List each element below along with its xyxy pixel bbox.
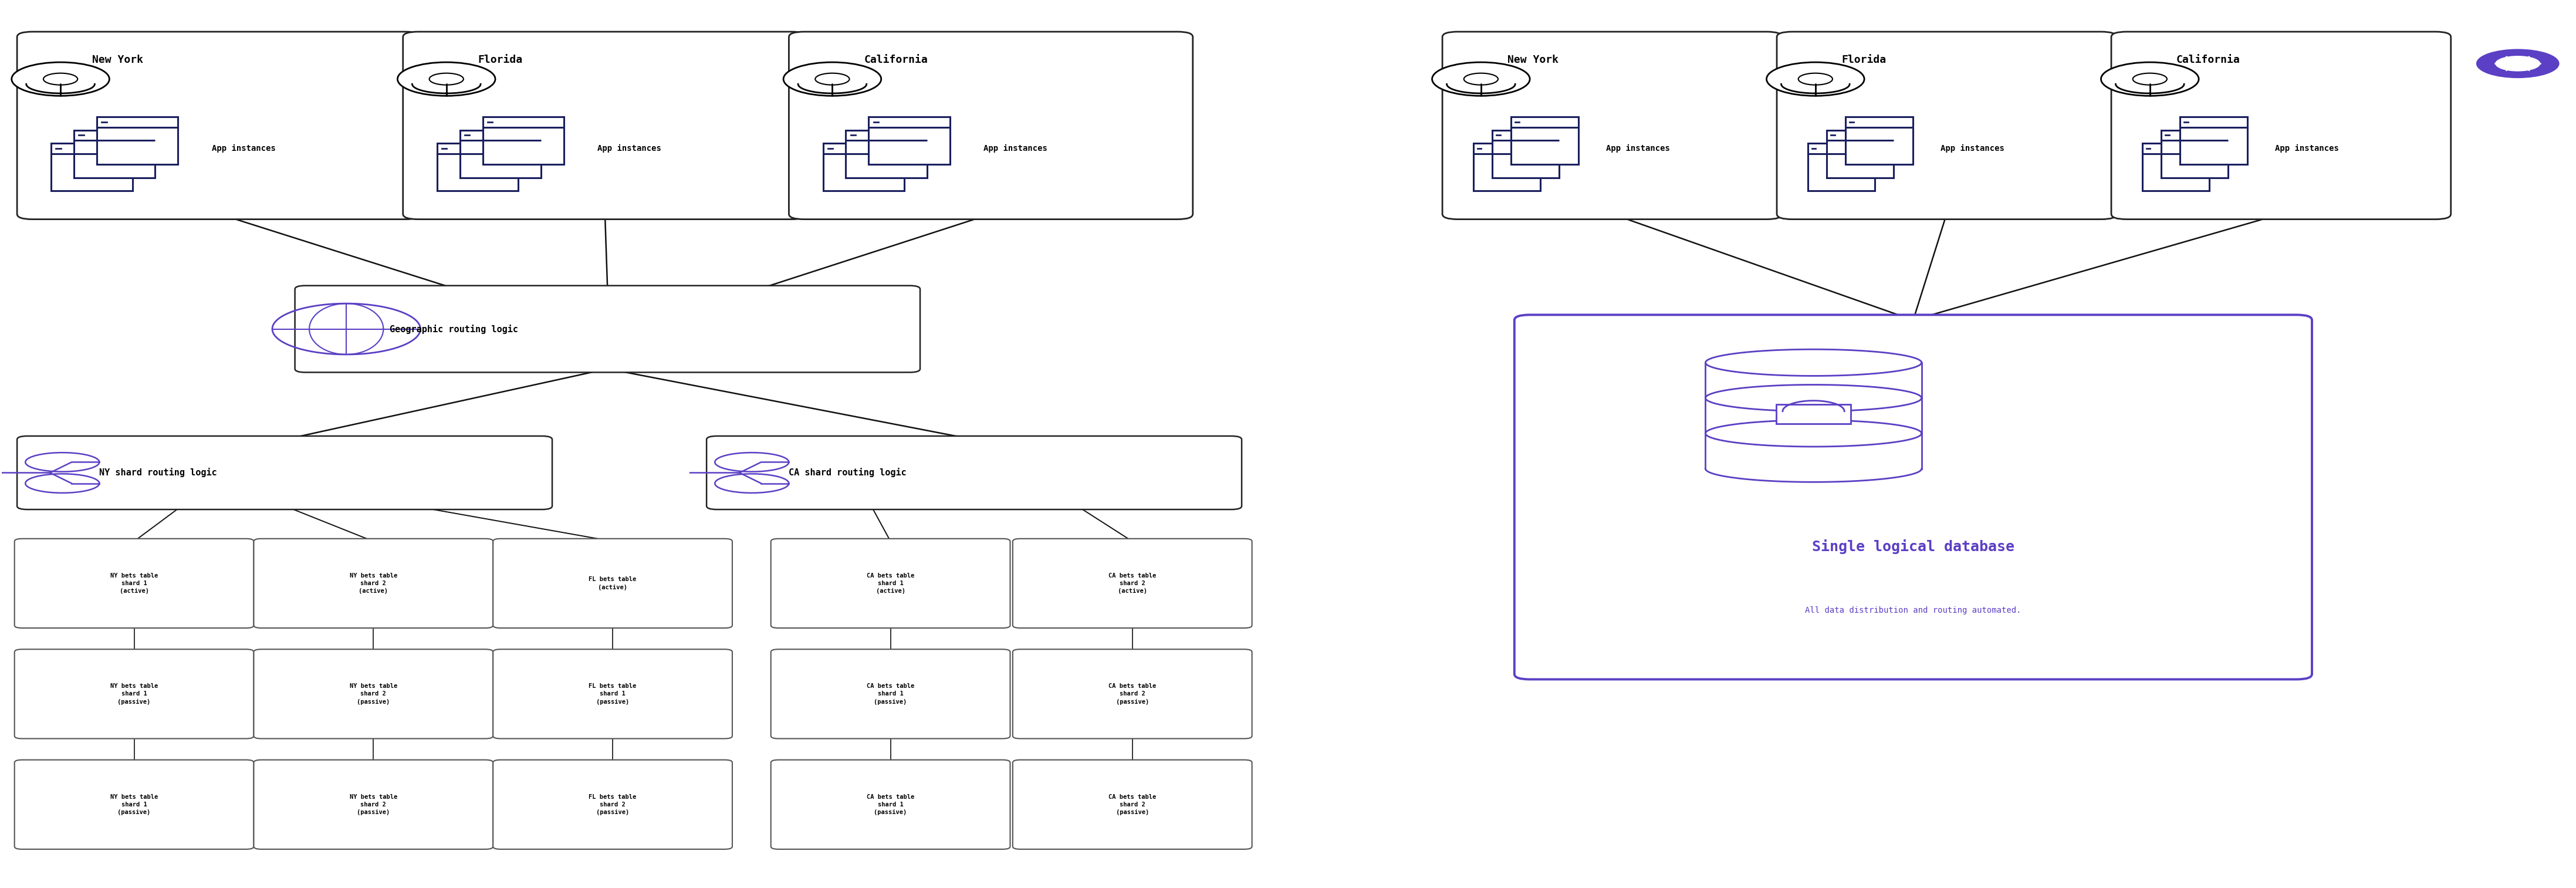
FancyBboxPatch shape xyxy=(1826,130,1893,178)
Circle shape xyxy=(1798,73,1832,85)
FancyBboxPatch shape xyxy=(461,130,541,178)
FancyBboxPatch shape xyxy=(770,649,1010,739)
Text: FL bets table
shard 2
(passive): FL bets table shard 2 (passive) xyxy=(590,794,636,815)
FancyBboxPatch shape xyxy=(492,649,732,739)
FancyBboxPatch shape xyxy=(15,649,255,739)
FancyBboxPatch shape xyxy=(788,32,1193,219)
Circle shape xyxy=(1767,62,1865,96)
Text: CA bets table
shard 1
(active): CA bets table shard 1 (active) xyxy=(866,573,914,594)
FancyBboxPatch shape xyxy=(75,130,155,178)
Text: App instances: App instances xyxy=(211,145,276,153)
Text: FL bets table
(active): FL bets table (active) xyxy=(590,576,636,591)
Text: App instances: App instances xyxy=(1605,145,1669,153)
Circle shape xyxy=(2496,56,2540,71)
FancyBboxPatch shape xyxy=(1012,649,1252,739)
FancyBboxPatch shape xyxy=(1515,315,2311,679)
Text: New York: New York xyxy=(1507,55,1558,66)
FancyBboxPatch shape xyxy=(2143,143,2210,191)
Polygon shape xyxy=(1705,420,1922,447)
Text: CA bets table
shard 2
(passive): CA bets table shard 2 (passive) xyxy=(1108,794,1157,815)
FancyBboxPatch shape xyxy=(1012,539,1252,628)
FancyBboxPatch shape xyxy=(2112,32,2450,219)
FancyBboxPatch shape xyxy=(868,116,951,164)
Circle shape xyxy=(2102,62,2200,96)
FancyBboxPatch shape xyxy=(255,760,492,849)
FancyBboxPatch shape xyxy=(15,760,255,849)
FancyBboxPatch shape xyxy=(1777,405,1850,424)
FancyBboxPatch shape xyxy=(706,436,1242,510)
FancyBboxPatch shape xyxy=(1512,116,1579,164)
Circle shape xyxy=(13,62,108,96)
FancyBboxPatch shape xyxy=(1443,32,1783,219)
Circle shape xyxy=(44,73,77,85)
Text: FL bets table
shard 1
(passive): FL bets table shard 1 (passive) xyxy=(590,683,636,705)
Circle shape xyxy=(2476,50,2558,78)
Polygon shape xyxy=(1705,349,1922,376)
Text: NY bets table
shard 2
(passive): NY bets table shard 2 (passive) xyxy=(350,683,397,705)
FancyBboxPatch shape xyxy=(492,760,732,849)
FancyBboxPatch shape xyxy=(1777,32,2117,219)
FancyBboxPatch shape xyxy=(1473,143,1540,191)
FancyBboxPatch shape xyxy=(402,32,806,219)
FancyBboxPatch shape xyxy=(2161,130,2228,178)
Text: App instances: App instances xyxy=(984,145,1048,153)
FancyBboxPatch shape xyxy=(52,143,131,191)
Text: NY shard routing logic: NY shard routing logic xyxy=(100,468,216,478)
Text: App instances: App instances xyxy=(2275,145,2339,153)
Text: California: California xyxy=(2177,55,2241,66)
FancyBboxPatch shape xyxy=(1012,760,1252,849)
FancyBboxPatch shape xyxy=(822,143,904,191)
FancyBboxPatch shape xyxy=(294,286,920,372)
FancyBboxPatch shape xyxy=(1492,130,1558,178)
Circle shape xyxy=(1463,73,1499,85)
FancyBboxPatch shape xyxy=(255,539,492,628)
Circle shape xyxy=(2133,73,2166,85)
FancyBboxPatch shape xyxy=(845,130,927,178)
Text: All data distribution and routing automated.: All data distribution and routing automa… xyxy=(1806,607,2022,614)
Text: NY bets table
shard 1
(active): NY bets table shard 1 (active) xyxy=(111,573,157,594)
FancyBboxPatch shape xyxy=(18,32,420,219)
Text: Geographic routing logic: Geographic routing logic xyxy=(389,324,518,334)
Text: Florida: Florida xyxy=(479,55,523,66)
FancyBboxPatch shape xyxy=(1844,116,1911,164)
FancyBboxPatch shape xyxy=(18,436,551,510)
Text: CA bets table
shard 2
(active): CA bets table shard 2 (active) xyxy=(1108,573,1157,594)
FancyBboxPatch shape xyxy=(255,649,492,739)
Circle shape xyxy=(1432,62,1530,96)
Text: California: California xyxy=(863,55,927,66)
Text: App instances: App instances xyxy=(598,145,662,153)
Text: App instances: App instances xyxy=(1940,145,2004,153)
Polygon shape xyxy=(1705,385,1922,411)
Text: NY bets table
shard 1
(passive): NY bets table shard 1 (passive) xyxy=(111,794,157,815)
Text: Single logical database: Single logical database xyxy=(1811,539,2014,554)
Text: CA shard routing logic: CA shard routing logic xyxy=(788,468,907,478)
Text: NY bets table
shard 1
(passive): NY bets table shard 1 (passive) xyxy=(111,683,157,705)
Text: Florida: Florida xyxy=(1842,55,1886,66)
FancyBboxPatch shape xyxy=(770,539,1010,628)
Text: CA bets table
shard 1
(passive): CA bets table shard 1 (passive) xyxy=(866,794,914,815)
FancyBboxPatch shape xyxy=(438,143,518,191)
FancyBboxPatch shape xyxy=(1808,143,1875,191)
Circle shape xyxy=(397,62,495,96)
Text: New York: New York xyxy=(93,55,144,66)
FancyBboxPatch shape xyxy=(15,539,255,628)
FancyBboxPatch shape xyxy=(2179,116,2246,164)
Text: NY bets table
shard 2
(passive): NY bets table shard 2 (passive) xyxy=(350,794,397,815)
Text: NY bets table
shard 2
(active): NY bets table shard 2 (active) xyxy=(350,573,397,594)
Text: CA bets table
shard 2
(passive): CA bets table shard 2 (passive) xyxy=(1108,683,1157,705)
FancyBboxPatch shape xyxy=(482,116,564,164)
Text: CA bets table
shard 1
(passive): CA bets table shard 1 (passive) xyxy=(866,683,914,705)
Circle shape xyxy=(783,62,881,96)
FancyBboxPatch shape xyxy=(492,539,732,628)
FancyBboxPatch shape xyxy=(98,116,178,164)
FancyBboxPatch shape xyxy=(770,760,1010,849)
Circle shape xyxy=(430,73,464,85)
Circle shape xyxy=(814,73,850,85)
